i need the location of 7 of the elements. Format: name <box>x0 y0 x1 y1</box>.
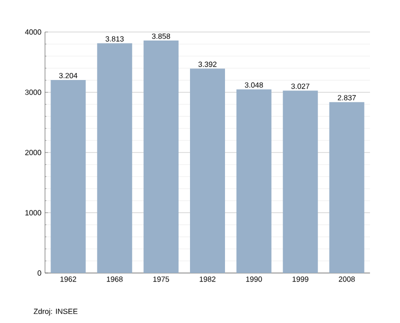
bar <box>190 68 225 273</box>
bar <box>50 80 86 273</box>
bar <box>97 43 132 273</box>
bar <box>236 89 272 273</box>
bar <box>144 40 179 273</box>
bar <box>282 90 318 273</box>
bar <box>329 102 364 273</box>
